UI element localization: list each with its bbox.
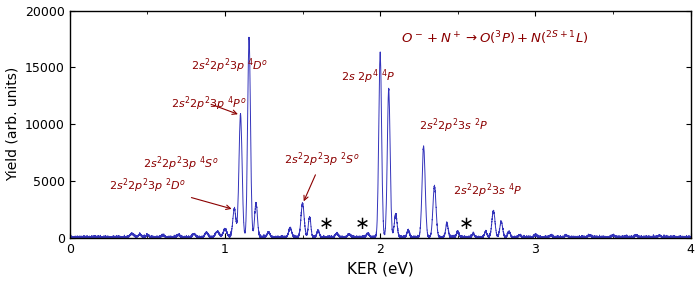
Text: $\ast$: $\ast$ (458, 215, 473, 233)
Text: $2s^22p^23s\ ^4P$: $2s^22p^23s\ ^4P$ (453, 182, 522, 200)
Text: $2s^22p^23s\ ^2P$: $2s^22p^23s\ ^2P$ (419, 117, 488, 135)
Text: $2s^22p^23p\ ^2D^o$: $2s^22p^23p\ ^2D^o$ (108, 176, 230, 210)
Text: $2s^22p^23p\ ^2S^o$: $2s^22p^23p\ ^2S^o$ (284, 151, 360, 200)
X-axis label: KER (eV): KER (eV) (346, 261, 414, 276)
Y-axis label: Yield (arb. units): Yield (arb. units) (6, 67, 20, 181)
Text: $2s^22p^23p\ ^4D^o$: $2s^22p^23p\ ^4D^o$ (191, 56, 268, 75)
Text: $2s\ 2p^4\ ^4P$: $2s\ 2p^4\ ^4P$ (342, 68, 395, 87)
Text: $\ast$: $\ast$ (354, 215, 369, 233)
Text: $2s^22p^23p\ ^4S^o$: $2s^22p^23p\ ^4S^o$ (143, 154, 218, 173)
Text: $O^- + N^+ \rightarrow O(^3P) + N(^{2S+1}L)$: $O^- + N^+ \rightarrow O(^3P) + N(^{2S+1… (401, 29, 589, 47)
Text: $\ast$: $\ast$ (318, 215, 333, 233)
Text: $2s^22p^23p\ ^4P^o$: $2s^22p^23p\ ^4P^o$ (171, 94, 246, 114)
